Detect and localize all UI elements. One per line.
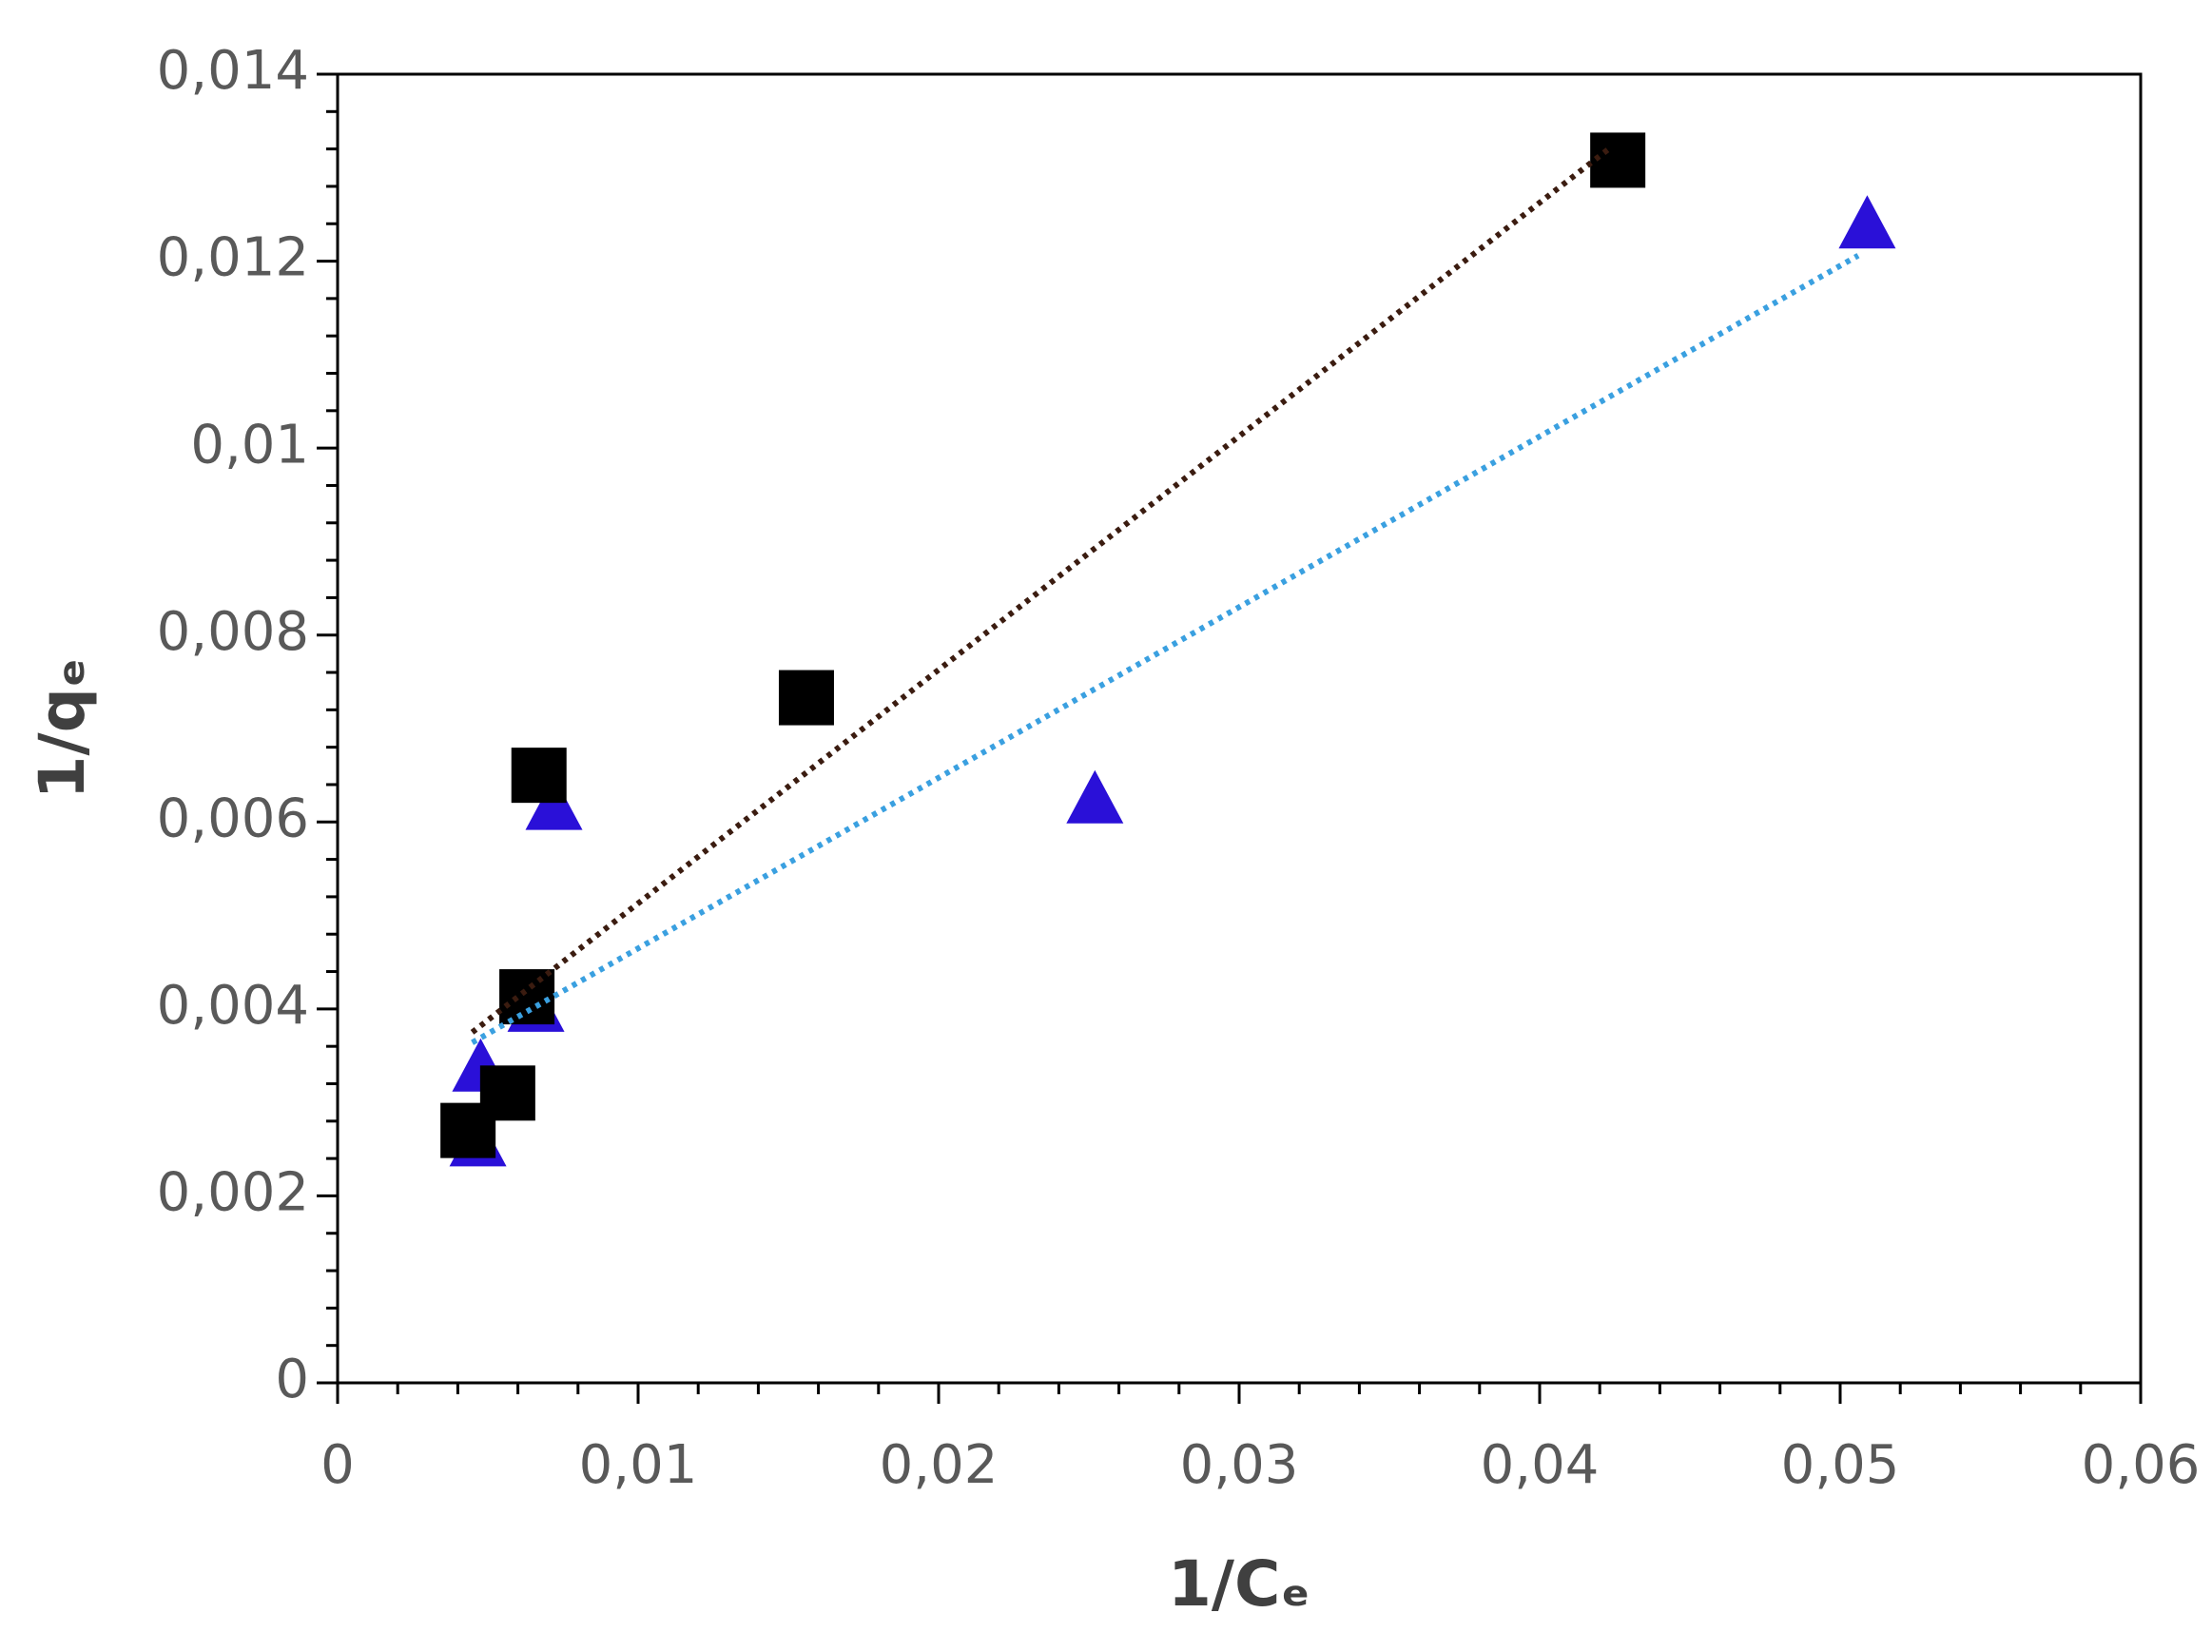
- square-marker: [1590, 132, 1646, 188]
- y-tick-label: 0,008: [157, 601, 309, 663]
- y-tick-label: 0,014: [157, 40, 309, 102]
- y-tick-label: 0: [275, 1349, 309, 1410]
- y-tick-label: 0,004: [157, 975, 309, 1037]
- square-marker: [479, 1065, 535, 1121]
- triangle-marker: [525, 776, 583, 830]
- x-tick-label: 0: [320, 1434, 355, 1496]
- y-axis-label: 1/qₑ: [26, 658, 99, 800]
- x-tick-label: 0,06: [2082, 1434, 2201, 1496]
- x-tick-label: 0,03: [1180, 1434, 1299, 1496]
- triangle-marker: [1066, 769, 1124, 824]
- y-tick-label: 0,002: [157, 1162, 309, 1224]
- plot-frame: [336, 72, 2143, 1385]
- square-marker: [778, 670, 834, 726]
- square-marker: [511, 748, 567, 804]
- trend-line: [471, 253, 1860, 1045]
- x-axis-label: 1/Cₑ: [1168, 1547, 1310, 1621]
- x-tick-label: 0,05: [1781, 1434, 1900, 1496]
- square-marker: [499, 969, 555, 1025]
- x-tick-label: 0,02: [880, 1434, 999, 1496]
- x-tick-label: 0,01: [579, 1434, 698, 1496]
- y-tick-label: 0,006: [157, 787, 309, 849]
- y-tick-label: 0,01: [190, 414, 309, 476]
- y-tick-label: 0,012: [157, 227, 309, 289]
- x-tick-label: 0,04: [1481, 1434, 1600, 1496]
- trend-line: [470, 146, 1611, 1035]
- triangle-marker: [1838, 195, 1896, 249]
